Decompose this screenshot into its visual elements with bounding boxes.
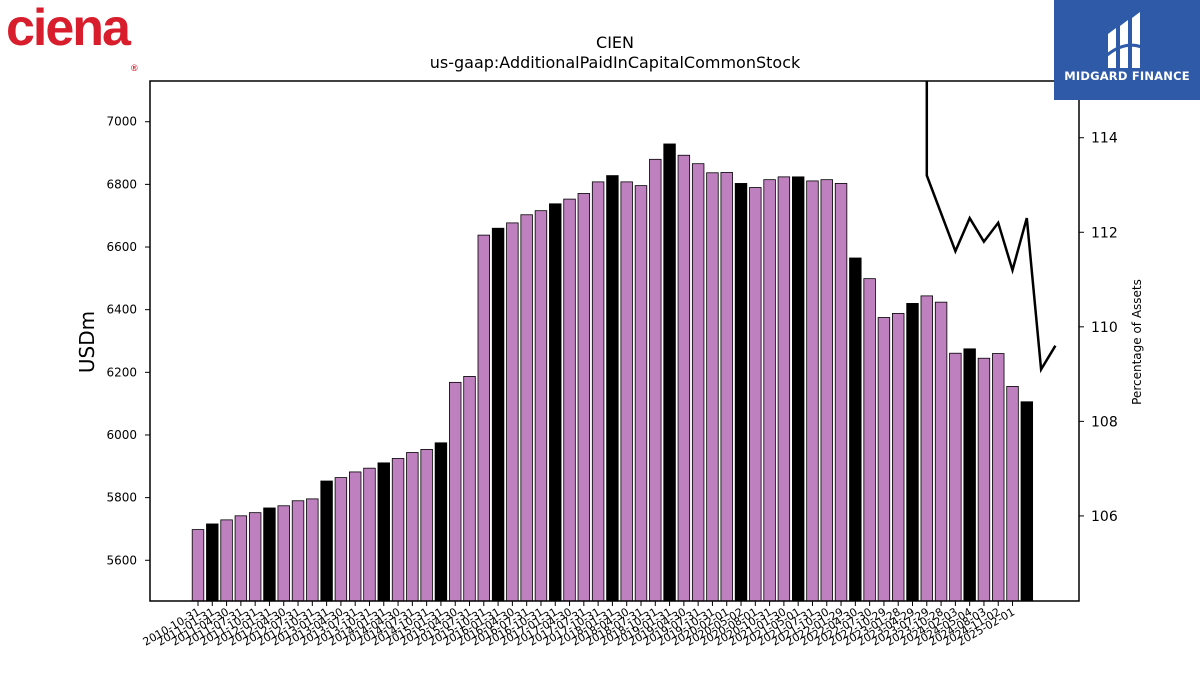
- bar: [777, 176, 791, 602]
- y2-ticks: 106 108 110 112 114: [1079, 131, 1118, 525]
- bar: [749, 187, 762, 602]
- bar: [949, 352, 962, 602]
- bar: [763, 179, 776, 602]
- bar: [834, 183, 848, 602]
- bar: [534, 210, 548, 602]
- y2-tick-label: 108: [1091, 414, 1118, 430]
- bar: [892, 313, 905, 602]
- bar: [591, 181, 605, 602]
- bar: [206, 523, 219, 602]
- bar: [677, 154, 691, 602]
- bar: [320, 480, 333, 602]
- y2-tick-label: 110: [1091, 320, 1118, 336]
- bar: [1006, 386, 1019, 602]
- bar: [506, 222, 519, 602]
- y-tick-label: 5600: [106, 553, 137, 567]
- y-axis-label: USDm: [75, 311, 99, 373]
- bar: [734, 183, 748, 602]
- y-tick-label: 5800: [106, 491, 137, 505]
- plot-frame: [149, 80, 1080, 602]
- y2-tick-label: 112: [1091, 225, 1118, 241]
- bar: [863, 278, 876, 602]
- midgard-logo-text: MIDGARD FINANCE: [1064, 69, 1190, 83]
- y-tick-label: 6800: [106, 177, 137, 191]
- bar: [491, 227, 505, 602]
- registered-mark: ®: [130, 63, 138, 73]
- ciena-logo-text: ciena: [6, 0, 131, 57]
- bar: [691, 163, 705, 602]
- bar: [806, 180, 819, 602]
- bar: [520, 214, 533, 602]
- bar: [620, 181, 633, 602]
- bar: [477, 234, 491, 602]
- bar: [263, 507, 276, 602]
- x-ticks: 2010-10-312011-01-312011-04-302011-07-31…: [141, 601, 1017, 649]
- chart-subtitle: us-gaap:AdditionalPaidInCapitalCommonSto…: [430, 53, 801, 72]
- bar: [992, 353, 1005, 602]
- bar: [820, 179, 833, 602]
- bar: [348, 471, 362, 602]
- y2-tick-label: 106: [1091, 509, 1118, 525]
- bar: [563, 198, 576, 602]
- bar: [234, 515, 248, 602]
- bar: [706, 172, 719, 602]
- bar: [877, 317, 891, 602]
- midgard-mark-icon: [1105, 12, 1149, 68]
- bar: [606, 175, 619, 602]
- bar: [306, 498, 319, 602]
- y2-tick-label: 114: [1091, 131, 1118, 147]
- bar: [634, 185, 648, 602]
- bar: [549, 203, 562, 602]
- bars-group: [191, 143, 1034, 602]
- y-tick-label: 7000: [106, 115, 137, 129]
- y-tick-label: 6200: [106, 365, 137, 379]
- y2-axis-label: Percentage of Assets: [1130, 279, 1144, 405]
- y-tick-label: 6600: [106, 240, 137, 254]
- bar: [363, 467, 376, 602]
- bar: [849, 257, 862, 602]
- bar: [277, 505, 290, 602]
- midgard-finance-logo: MIDGARD FINANCE: [1054, 0, 1200, 100]
- bar: [920, 295, 933, 602]
- line-layer: [925, 81, 1057, 374]
- bar: [934, 301, 948, 602]
- bar: [720, 172, 733, 602]
- y-ticks: 5600 5800 6000 6200 6400 6600 6800 7000: [106, 115, 150, 567]
- bar: [434, 442, 448, 602]
- bar: [663, 143, 676, 602]
- bar: [377, 462, 390, 602]
- bar: [791, 176, 805, 602]
- bar: [391, 458, 405, 602]
- chart-title: CIEN: [596, 33, 634, 52]
- bar: [220, 519, 233, 602]
- bar: [463, 375, 476, 602]
- ciena-logo: ciena ®: [6, 0, 138, 73]
- bar: [248, 512, 262, 602]
- percentage-line: [925, 81, 1057, 374]
- y-tick-label: 6400: [106, 303, 137, 317]
- bar: [191, 529, 205, 602]
- bar: [649, 158, 662, 602]
- bar: [406, 452, 419, 602]
- bar: [1020, 401, 1034, 602]
- y-tick-label: 6000: [106, 428, 137, 442]
- bar: [577, 193, 591, 602]
- bar: [449, 381, 462, 602]
- bar: [291, 500, 305, 602]
- bar: [420, 448, 433, 602]
- bar: [334, 477, 348, 602]
- bar: [906, 303, 919, 602]
- bar: [977, 357, 991, 602]
- bar: [963, 348, 976, 602]
